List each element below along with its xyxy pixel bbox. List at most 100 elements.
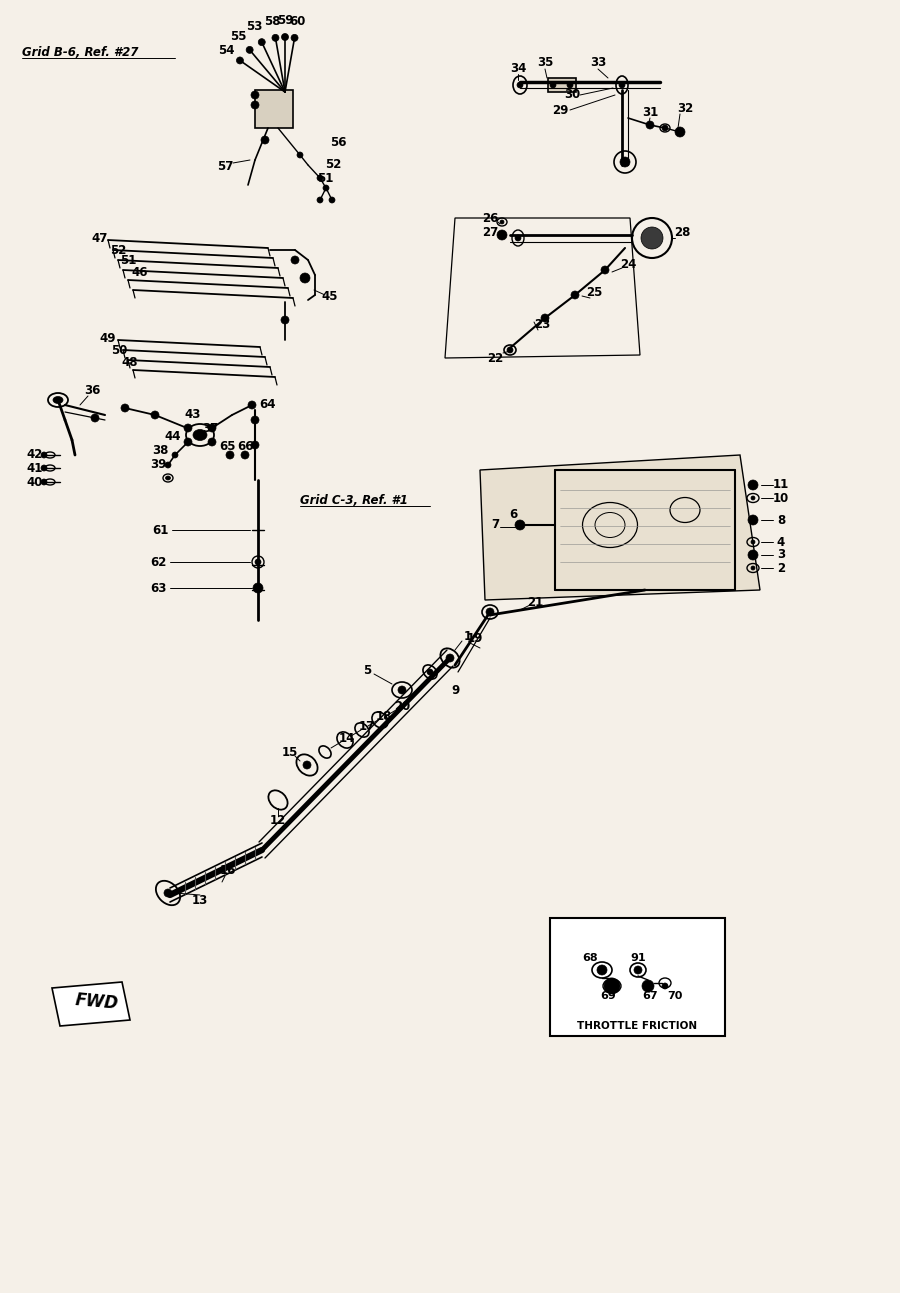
Polygon shape bbox=[52, 981, 130, 1027]
Ellipse shape bbox=[601, 266, 609, 274]
Text: 38: 38 bbox=[152, 443, 168, 456]
Ellipse shape bbox=[297, 153, 303, 158]
Ellipse shape bbox=[303, 762, 311, 769]
Ellipse shape bbox=[597, 965, 607, 975]
Ellipse shape bbox=[41, 453, 47, 458]
Text: 23: 23 bbox=[534, 318, 550, 331]
Ellipse shape bbox=[41, 478, 47, 485]
Ellipse shape bbox=[317, 175, 323, 181]
Text: 51: 51 bbox=[120, 255, 136, 268]
Ellipse shape bbox=[486, 608, 494, 615]
Text: 11: 11 bbox=[773, 478, 789, 491]
Text: 36: 36 bbox=[84, 384, 100, 397]
Ellipse shape bbox=[255, 559, 261, 565]
Text: 62: 62 bbox=[149, 556, 166, 569]
Ellipse shape bbox=[619, 81, 625, 88]
Text: 27: 27 bbox=[482, 225, 498, 238]
Text: 12: 12 bbox=[270, 813, 286, 826]
Text: 61: 61 bbox=[152, 524, 168, 537]
Ellipse shape bbox=[258, 39, 265, 45]
Text: Grid C-3, Ref. #1: Grid C-3, Ref. #1 bbox=[300, 494, 408, 507]
Text: 19: 19 bbox=[467, 631, 483, 644]
Text: 13: 13 bbox=[192, 893, 208, 906]
Ellipse shape bbox=[646, 122, 654, 129]
Ellipse shape bbox=[208, 438, 216, 446]
Text: 40: 40 bbox=[27, 476, 43, 489]
Ellipse shape bbox=[184, 424, 192, 432]
Text: 52: 52 bbox=[325, 159, 341, 172]
Text: 42: 42 bbox=[27, 449, 43, 462]
Ellipse shape bbox=[641, 228, 663, 250]
Text: 70: 70 bbox=[667, 990, 683, 1001]
Text: 8: 8 bbox=[777, 513, 785, 526]
Text: 2: 2 bbox=[777, 561, 785, 574]
Text: 21: 21 bbox=[526, 596, 543, 609]
Text: 5: 5 bbox=[363, 663, 371, 676]
Text: 17: 17 bbox=[359, 719, 375, 733]
Ellipse shape bbox=[241, 451, 249, 459]
Ellipse shape bbox=[272, 35, 279, 41]
Text: 3: 3 bbox=[777, 548, 785, 561]
Ellipse shape bbox=[184, 438, 192, 446]
Text: 29: 29 bbox=[552, 103, 568, 116]
Bar bbox=[550, 918, 725, 1036]
Ellipse shape bbox=[91, 414, 99, 422]
Ellipse shape bbox=[398, 687, 406, 694]
Ellipse shape bbox=[253, 583, 263, 593]
Bar bbox=[255, 91, 293, 128]
Ellipse shape bbox=[427, 668, 433, 675]
Ellipse shape bbox=[151, 411, 159, 419]
Text: 4: 4 bbox=[777, 535, 785, 548]
Text: 49: 49 bbox=[100, 331, 116, 344]
Ellipse shape bbox=[251, 416, 259, 424]
Text: 6: 6 bbox=[508, 508, 518, 521]
Text: 48: 48 bbox=[122, 356, 139, 369]
Text: 35: 35 bbox=[536, 57, 554, 70]
Text: FWD: FWD bbox=[74, 992, 119, 1012]
Ellipse shape bbox=[604, 978, 620, 994]
Ellipse shape bbox=[748, 550, 758, 560]
Ellipse shape bbox=[251, 101, 259, 109]
Text: 63: 63 bbox=[149, 582, 166, 595]
Text: 39: 39 bbox=[149, 459, 166, 472]
Text: 54: 54 bbox=[218, 44, 234, 57]
Text: 66: 66 bbox=[238, 441, 254, 454]
Ellipse shape bbox=[662, 125, 668, 131]
Ellipse shape bbox=[515, 235, 521, 240]
Ellipse shape bbox=[251, 441, 259, 449]
Ellipse shape bbox=[662, 983, 668, 989]
Text: 58: 58 bbox=[265, 14, 281, 27]
Text: 14: 14 bbox=[338, 732, 356, 745]
Text: 53: 53 bbox=[247, 21, 263, 34]
Text: 9: 9 bbox=[451, 684, 459, 697]
Text: 28: 28 bbox=[674, 225, 690, 238]
Text: 52: 52 bbox=[110, 244, 126, 257]
Text: 59: 59 bbox=[277, 13, 293, 26]
Text: 20: 20 bbox=[394, 700, 410, 712]
Text: 65: 65 bbox=[219, 441, 235, 454]
Text: 31: 31 bbox=[642, 106, 658, 119]
Text: 24: 24 bbox=[620, 259, 636, 272]
Ellipse shape bbox=[323, 185, 329, 191]
Ellipse shape bbox=[208, 424, 216, 432]
Ellipse shape bbox=[237, 57, 243, 63]
Polygon shape bbox=[480, 455, 760, 600]
Text: 37: 37 bbox=[202, 422, 218, 434]
Ellipse shape bbox=[550, 81, 556, 88]
Ellipse shape bbox=[620, 156, 630, 167]
Ellipse shape bbox=[251, 91, 259, 100]
Ellipse shape bbox=[281, 315, 289, 325]
Ellipse shape bbox=[121, 403, 129, 412]
Text: 18: 18 bbox=[376, 710, 392, 723]
Ellipse shape bbox=[282, 34, 289, 40]
Text: 55: 55 bbox=[230, 30, 247, 44]
Text: 45: 45 bbox=[322, 291, 338, 304]
Text: 26: 26 bbox=[482, 212, 499, 225]
Text: 60: 60 bbox=[289, 14, 306, 27]
Ellipse shape bbox=[193, 429, 207, 441]
Text: Grid B-6, Ref. #27: Grid B-6, Ref. #27 bbox=[22, 45, 139, 58]
Text: 32: 32 bbox=[677, 101, 693, 115]
Ellipse shape bbox=[329, 197, 335, 203]
Ellipse shape bbox=[500, 220, 504, 224]
Text: 46: 46 bbox=[131, 265, 149, 278]
